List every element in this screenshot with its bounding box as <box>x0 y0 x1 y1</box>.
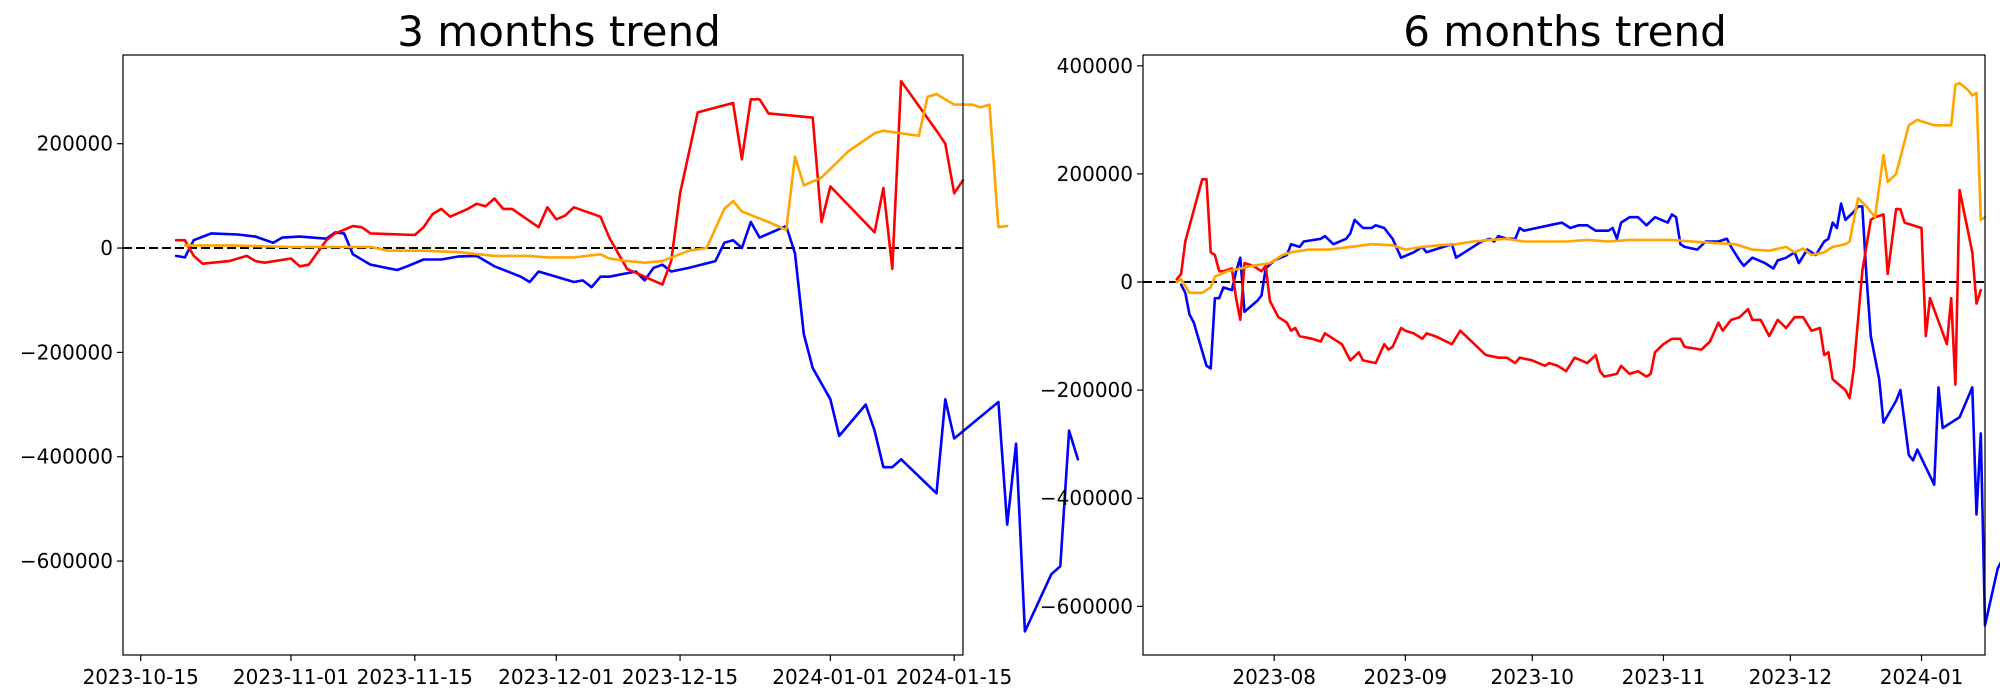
x-tick-label: 2023-09 <box>1364 665 1448 689</box>
plot-frame <box>122 54 964 656</box>
x-tick-label: 2023-12-15 <box>622 665 738 689</box>
y-tick-label: −400000 <box>20 445 113 469</box>
y-tick-label: −200000 <box>1040 378 1133 402</box>
chart-title: 6 months trend <box>1403 7 1727 56</box>
x-tick-label: 2023-12-01 <box>498 665 614 689</box>
x-tick-label: 2023-08 <box>1232 665 1316 689</box>
y-tick-label: −600000 <box>1040 594 1133 618</box>
x-tick-label: 2023-11 <box>1622 665 1706 689</box>
y-tick-label: −600000 <box>20 549 113 573</box>
y-tick-label: −400000 <box>1040 486 1133 510</box>
y-tick-label: 200000 <box>37 132 113 156</box>
series-line-1 <box>174 79 965 286</box>
y-axis: 400000 200000 0 −200000 −400000 −600000 <box>1040 54 1143 618</box>
plot-lines <box>174 79 1080 633</box>
chart-title: 3 months trend <box>397 7 721 56</box>
x-tick-label: 2023-11-01 <box>233 665 349 689</box>
series-line-0 <box>174 220 1080 633</box>
series-line-2 <box>183 92 1009 265</box>
x-tick-label: 2023-10-15 <box>83 665 199 689</box>
x-tick-label: 2024-01-01 <box>772 665 888 689</box>
x-tick-label: 2024-01 <box>1880 665 1964 689</box>
series-line-2 <box>1175 81 1987 295</box>
x-tick-label: 2023-10 <box>1490 665 1574 689</box>
y-tick-label: 0 <box>1120 270 1133 294</box>
chart-3-months: 3 months trend 200000 0 −200000 −400000 −600… <box>20 7 1080 689</box>
y-tick-label: 400000 <box>1057 54 1133 78</box>
series-line-1 <box>1175 178 1983 400</box>
x-tick-label: 2023-11-15 <box>357 665 473 689</box>
chart-6-months: 6 months trend 400000 200000 0 −200000 −4000… <box>1040 7 2000 689</box>
plot-lines <box>1175 81 2000 627</box>
y-tick-label: −200000 <box>20 340 113 364</box>
series-line-0 <box>1179 202 2000 627</box>
y-axis: 200000 0 −200000 −400000 −600000 <box>20 132 123 573</box>
x-axis: 2023-08 2023-09 2023-10 2023-11 2023-12 2024-… <box>1232 655 1963 689</box>
y-tick-label: 0 <box>100 236 113 260</box>
plot-frame <box>1142 54 1986 656</box>
x-tick-label: 2023-12 <box>1749 665 1833 689</box>
x-tick-label: 2024-01-15 <box>896 665 1012 689</box>
y-tick-label: 200000 <box>1057 162 1133 186</box>
x-axis: 2023-10-15 2023-11-01 2023-11-15 2023-12-01… <box>83 655 1012 689</box>
